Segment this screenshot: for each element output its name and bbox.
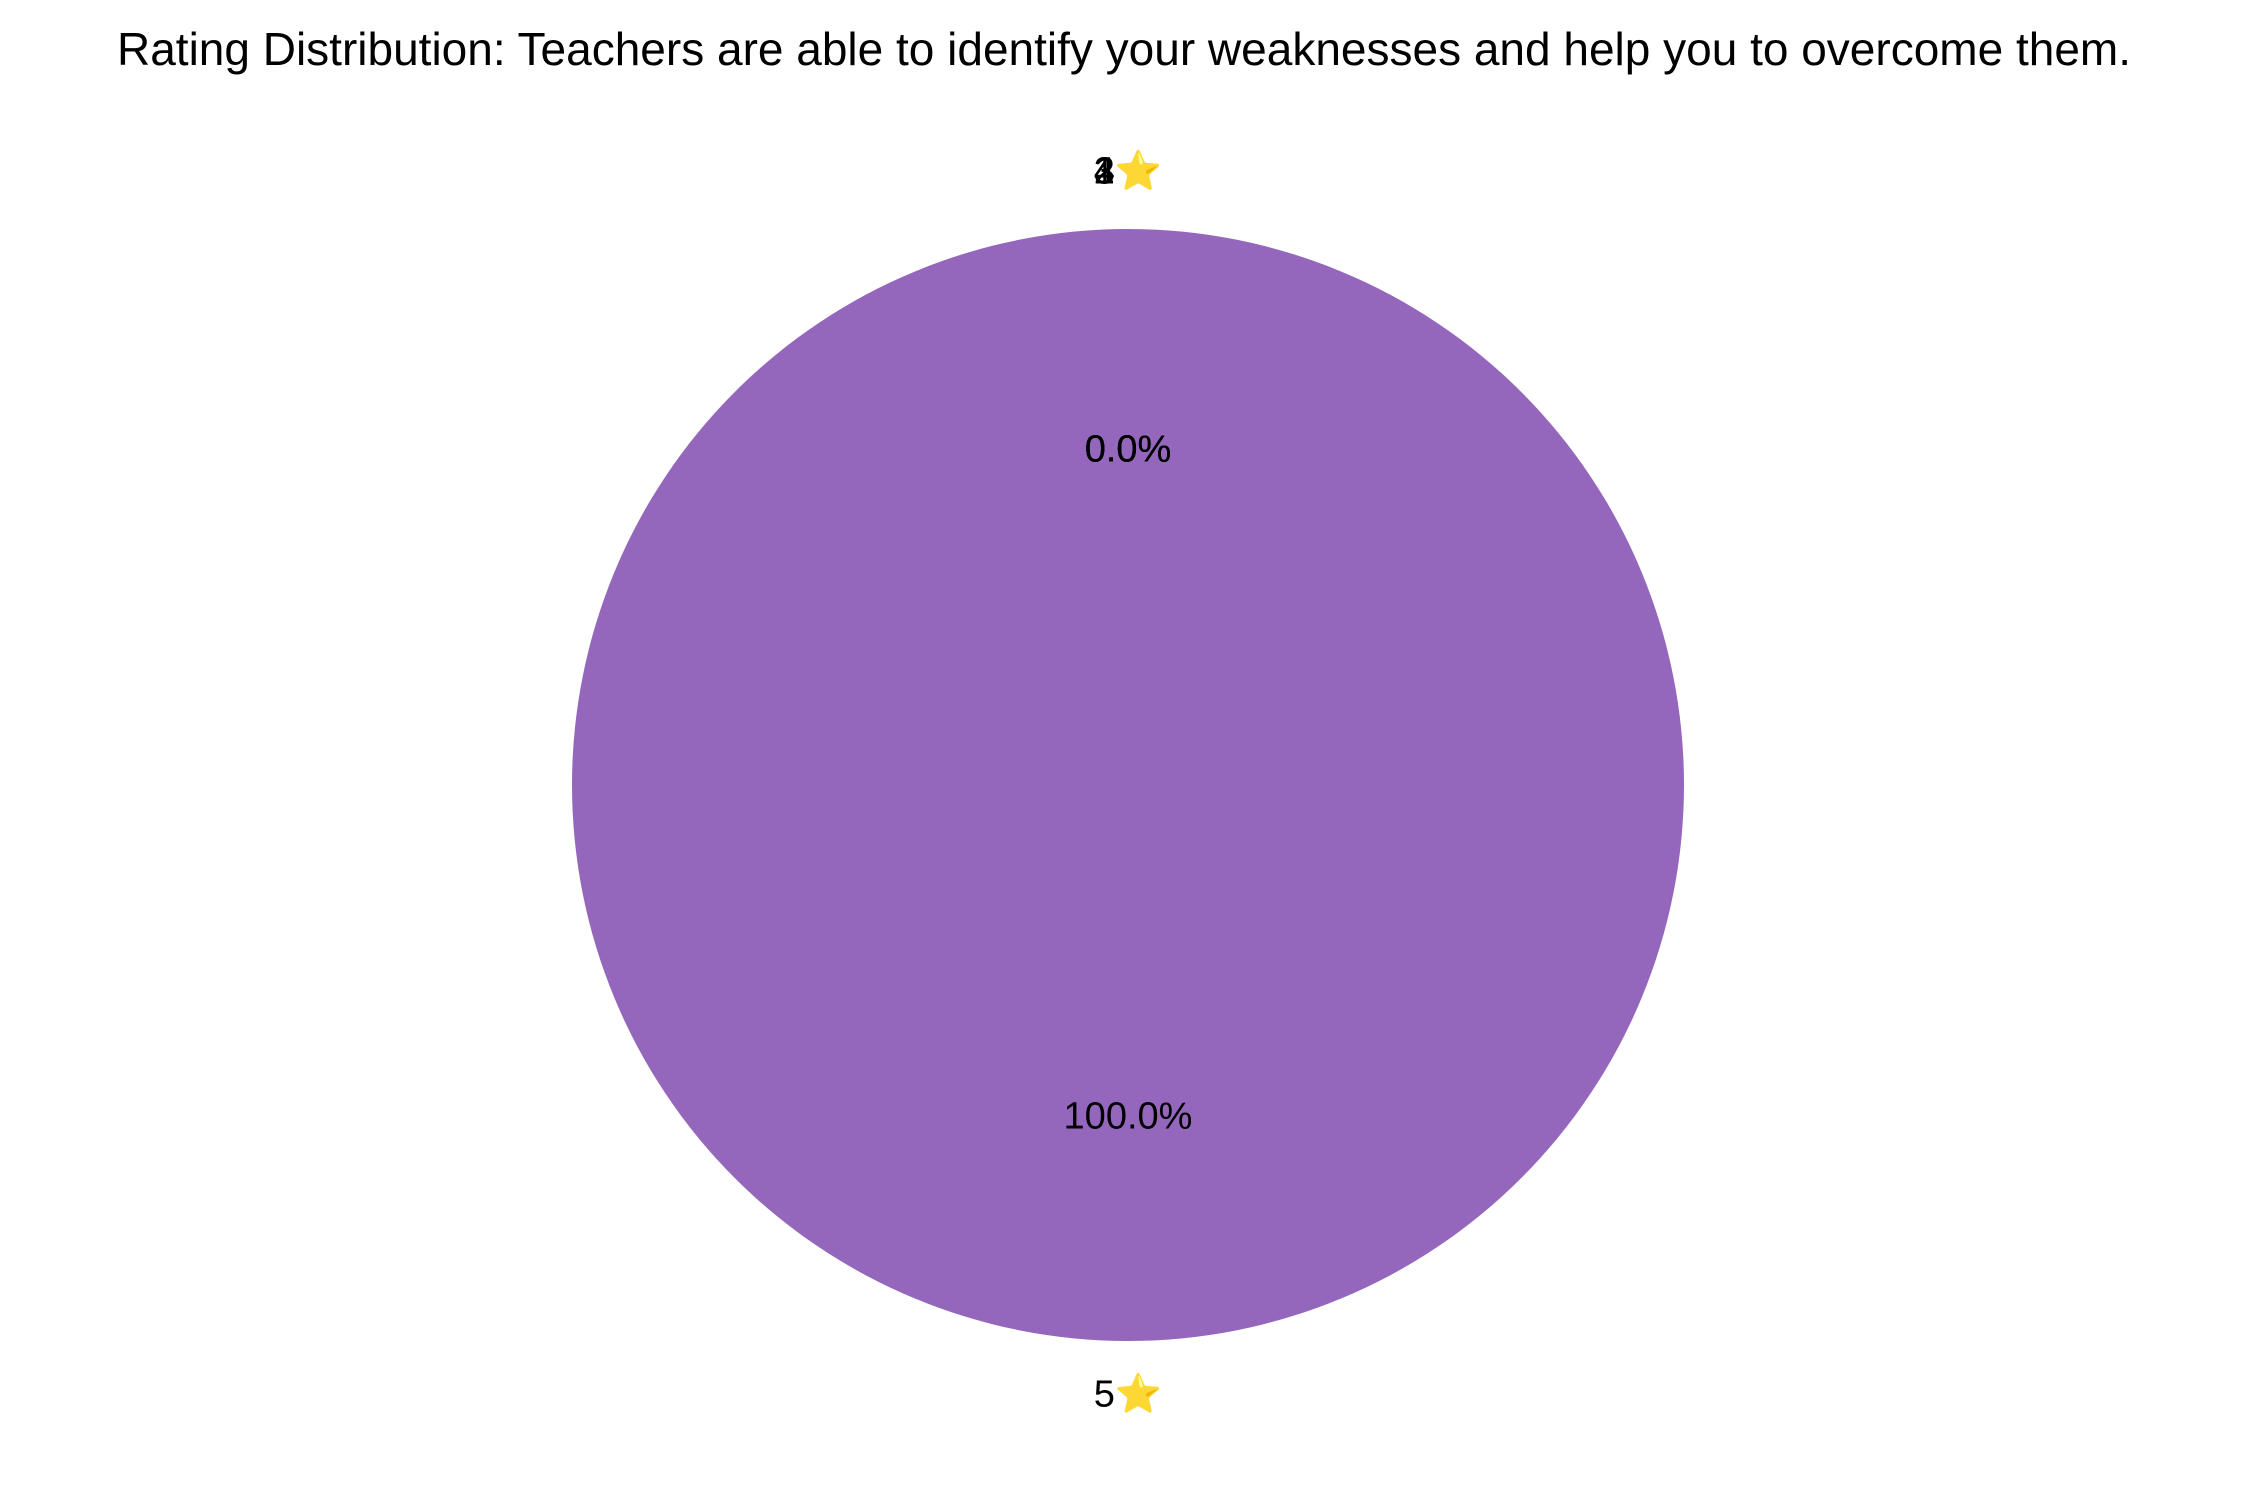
- slice-label-5: 5⭐: [1094, 1372, 1162, 1416]
- slice-label-3: 3⭐: [1094, 148, 1162, 192]
- pie-slice-5: [572, 229, 1684, 1341]
- slice-label-1: 1⭐: [1094, 148, 1162, 192]
- slice-percent-5: 100.0%: [1064, 1096, 1193, 1138]
- slice-percent-4: 0.0%: [1085, 428, 1172, 470]
- slice-percent-1: 0.0%: [1085, 428, 1172, 470]
- chart-title: Rating Distribution: Teachers are able t…: [116, 23, 2132, 75]
- slice-percent-2: 0.0%: [1085, 428, 1172, 470]
- slice-label-4: 4⭐: [1094, 148, 1162, 192]
- slice-label-2: 2⭐: [1094, 148, 1162, 192]
- slice-percent-3: 0.0%: [1085, 428, 1172, 470]
